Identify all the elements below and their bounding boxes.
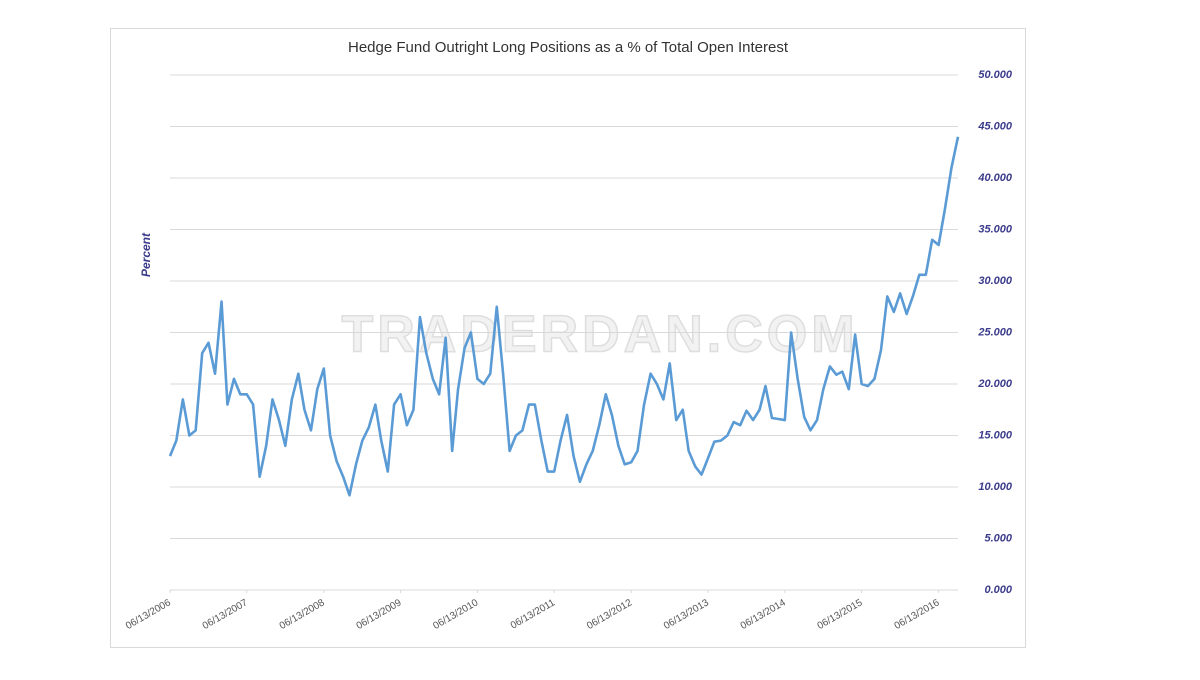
chart-frame [110,28,1026,648]
y-axis-label: Percent [139,232,153,277]
y-tick-label: 30.000 [978,275,1013,287]
chart-title: Hedge Fund Outright Long Positions as a … [348,39,789,56]
y-tick-label: 35.000 [978,223,1013,235]
y-tick-label: 5.000 [984,532,1012,544]
y-tick-label: 20.000 [977,378,1013,390]
y-tick-label: 10.000 [978,481,1013,493]
y-tick-label: 15.000 [978,429,1013,441]
y-tick-label: 25.000 [977,326,1013,338]
y-tick-label: 45.000 [977,120,1013,132]
data-line [168,136,960,497]
y-tick-label: 0.000 [984,584,1012,596]
y-tick-label: 50.000 [978,69,1013,81]
y-tick-label: 40.000 [977,172,1013,184]
